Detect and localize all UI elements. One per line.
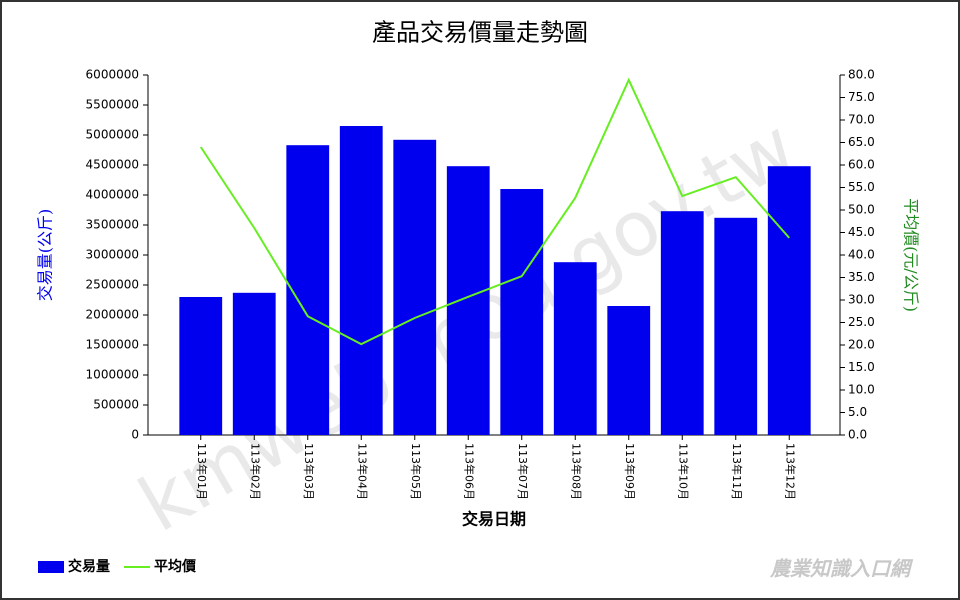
x-tick-label: 113年08月: [569, 443, 583, 500]
y2-tick-label: 45.0: [848, 225, 875, 239]
y2-tick-label: 20.0: [848, 338, 875, 352]
bar: [286, 145, 330, 435]
y-tick-label: 5000000: [86, 128, 139, 142]
y2-tick-label: 70.0: [848, 113, 875, 127]
bar: [660, 211, 704, 435]
y2-tick-label: 55.0: [848, 180, 875, 194]
y-tick-label: 2500000: [86, 278, 139, 292]
y-tick-label: 4500000: [86, 158, 139, 172]
bar: [500, 189, 544, 435]
bar: [446, 166, 490, 435]
y-tick-label: 3000000: [86, 248, 139, 262]
y-tick-label: 2000000: [86, 308, 139, 322]
y-tick-label: 1000000: [86, 368, 139, 382]
line: [199, 77, 791, 346]
logo: 農業知識入口網: [769, 557, 914, 581]
x-tick-label: 113年12月: [783, 443, 797, 500]
y2-tick-label: 10.0: [848, 383, 875, 397]
y-tick-label: 1500000: [86, 338, 139, 352]
x-tick-label: 113年07月: [516, 443, 530, 500]
y2-tick-label: 5.0: [848, 405, 867, 419]
y2-tick-label: 65.0: [848, 135, 875, 149]
bar: [393, 139, 437, 436]
y2-tick-label: 25.0: [848, 315, 875, 329]
bar: [714, 217, 758, 435]
y2-tick-label: 15.0: [848, 360, 875, 374]
y2-tick-label: 30.0: [848, 293, 875, 307]
y2-tick-label: 75.0: [848, 90, 875, 104]
bar: [339, 126, 383, 435]
x-axis-title: 交易日期: [462, 510, 526, 529]
x-tick-label: 113年09月: [623, 443, 637, 500]
legend-swatch: [38, 561, 64, 573]
y-tick-label: 4000000: [86, 188, 139, 202]
y-axis-title: 交易量(公斤): [36, 209, 55, 302]
x-tick-label: 113年03月: [302, 443, 316, 500]
y2-tick-label: 40.0: [848, 248, 875, 262]
x-tick-label: 113年10月: [676, 443, 690, 500]
chart-title: 產品交易價量走勢圖: [372, 19, 588, 47]
y2-tick-label: 60.0: [848, 158, 875, 172]
y2-tick-label: 35.0: [848, 270, 875, 284]
y2-tick-label: 0.0: [848, 428, 867, 442]
x-tick-label: 113年06月: [462, 443, 476, 500]
legend-label: 交易量: [68, 558, 110, 575]
bar: [179, 297, 223, 435]
bar: [607, 306, 651, 435]
y-tick-label: 6000000: [86, 68, 139, 82]
y-tick-label: 3500000: [86, 218, 139, 232]
bar: [767, 166, 811, 435]
x-tick-label: 113年01月: [195, 443, 209, 500]
x-tick-label: 113年05月: [409, 443, 423, 500]
bar: [553, 262, 597, 435]
y2-tick-label: 50.0: [848, 203, 875, 217]
x-tick-label: 113年04月: [355, 443, 369, 500]
x-tick-label: 113年02月: [248, 443, 262, 500]
legend-label: 平均價: [154, 558, 197, 575]
y-tick-label: 0: [131, 428, 139, 442]
y2-tick-label: 80.0: [848, 68, 875, 82]
bar: [232, 292, 276, 435]
y2-axis-title: 平均價(元/公斤): [902, 198, 921, 312]
x-tick-label: 113年11月: [730, 443, 744, 500]
y-tick-label: 5500000: [86, 98, 139, 112]
y-tick-label: 500000: [93, 398, 139, 412]
